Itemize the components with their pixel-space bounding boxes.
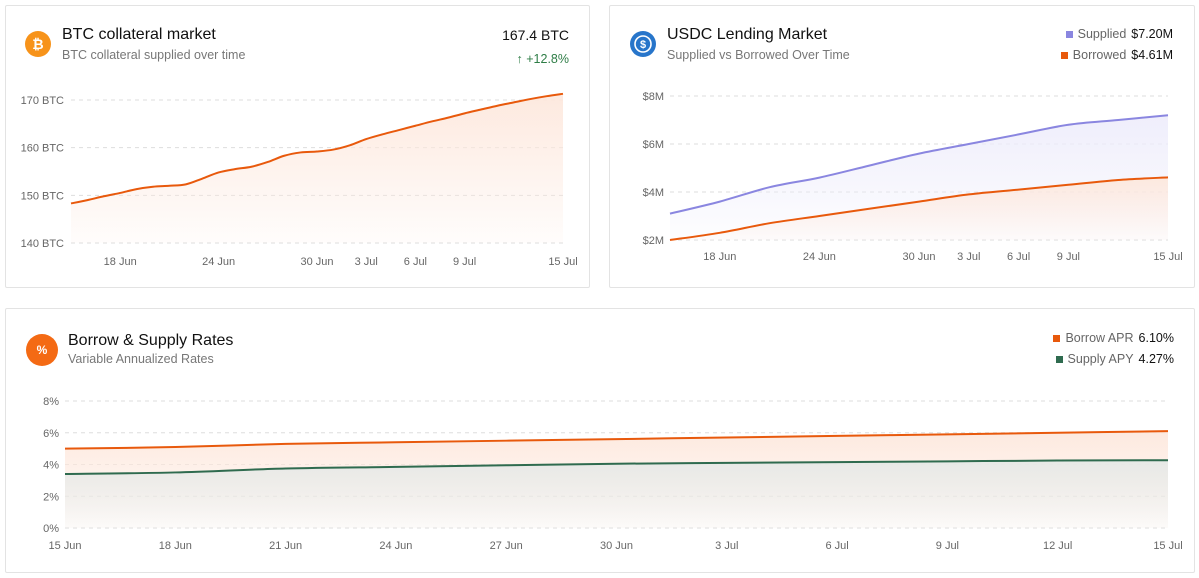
- x-tick-label: 15 Jul: [1153, 540, 1182, 552]
- bitcoin-icon: ₿: [25, 31, 51, 57]
- series-area-btc: [71, 93, 563, 243]
- series-line-borrowed: [669, 176, 1169, 241]
- legend-value: 4.27%: [1138, 352, 1174, 366]
- borrow-supply-rates-chart: 0% 2% 4% 6% 8% 15 Jun 18 Jun 21 Jun 24 Jun 27 Jun…: [43, 396, 1183, 552]
- y-tick-label: $2M: [643, 235, 664, 247]
- x-tick-label: 15 Jul: [548, 256, 577, 268]
- y-tick-label: 8%: [43, 396, 59, 408]
- y-tick-label: 160 BTC: [21, 143, 64, 155]
- svg-text:%: %: [37, 343, 48, 357]
- series-area-borrowed: [670, 177, 1168, 240]
- legend-value: 6.10%: [1138, 331, 1174, 345]
- y-tick-label: 6%: [43, 428, 59, 440]
- y-tick-label: 150 BTC: [21, 190, 64, 202]
- legend-value: $7.20M: [1131, 27, 1173, 41]
- supplied-swatch: [1065, 30, 1073, 38]
- usdc-card-title: USDC Lending Market: [667, 26, 828, 43]
- x-tick-label: 12 Jul: [1043, 540, 1072, 552]
- x-tick-label: 27 Jun: [490, 540, 523, 552]
- series-line-btc: [70, 92, 564, 205]
- x-tick-label: 24 Jun: [379, 540, 412, 552]
- borrow-supply-rates-card: % Borrow & Supply Rates Variable Annuali…: [5, 308, 1195, 573]
- legend-value: $4.61M: [1131, 48, 1173, 62]
- x-tick-label: 18 Jun: [104, 256, 137, 268]
- percent-icon: %: [26, 334, 58, 366]
- legend-supply-apy: Supply APY 4.27%: [1055, 352, 1174, 366]
- series-line-supply-apy: [64, 459, 1169, 476]
- x-tick-label: 21 Jun: [269, 540, 302, 552]
- y-tick-label: $8M: [643, 91, 664, 103]
- rates-card-subtitle: Variable Annualized Rates: [68, 352, 214, 366]
- btc-card-subtitle: BTC collateral supplied over time: [62, 48, 246, 62]
- supply-apy-swatch: [1055, 355, 1063, 363]
- btc-total-value: 167.4 BTC: [502, 27, 569, 43]
- legend-borrowed: Borrowed $4.61M: [1060, 48, 1173, 62]
- btc-collateral-card: ₿ BTC collateral market BTC collateral s…: [5, 5, 590, 288]
- y-tick-label: 4%: [43, 460, 59, 472]
- x-tick-label: 6 Jul: [825, 540, 848, 552]
- legend-label: Supplied: [1077, 27, 1127, 41]
- x-tick-label: 3 Jul: [957, 251, 980, 263]
- x-tick-label: 24 Jun: [202, 256, 235, 268]
- legend-label: Supply APY: [1067, 352, 1134, 366]
- series-area-supply-apy: [65, 460, 1168, 528]
- x-tick-label: 3 Jul: [355, 256, 378, 268]
- x-tick-label: 18 Jun: [703, 251, 736, 263]
- series-line-supplied: [669, 114, 1169, 215]
- svg-text:$: $: [640, 39, 646, 51]
- btc-card-title: BTC collateral market: [62, 26, 216, 43]
- y-tick-label: 140 BTC: [21, 238, 64, 250]
- x-tick-label: 6 Jul: [1007, 251, 1030, 263]
- usdc-lending-card: $ USDC Lending Market Supplied vs Borrow…: [609, 5, 1195, 288]
- borrow-apr-swatch: [1053, 334, 1061, 342]
- svg-text:₿: ₿: [32, 36, 43, 52]
- y-tick-label: $4M: [643, 187, 664, 199]
- legend-borrow-apr: Borrow APR 6.10%: [1053, 331, 1174, 345]
- x-tick-label: 9 Jul: [936, 540, 959, 552]
- x-tick-label: 15 Jun: [48, 540, 81, 552]
- rates-card-title: Borrow & Supply Rates: [68, 332, 234, 349]
- x-tick-label: 3 Jul: [715, 540, 738, 552]
- legend-supplied: Supplied $7.20M: [1065, 27, 1173, 41]
- y-tick-label: $6M: [643, 139, 664, 151]
- btc-collateral-chart: 140 BTC 150 BTC 160 BTC 170 BTC 18 Jun 24 Jun…: [21, 92, 578, 268]
- borrowed-swatch: [1060, 51, 1068, 59]
- y-tick-label: 170 BTC: [21, 95, 64, 107]
- x-tick-label: 24 Jun: [803, 251, 836, 263]
- x-tick-label: 18 Jun: [159, 540, 192, 552]
- x-tick-label: 9 Jul: [453, 256, 476, 268]
- x-tick-label: 30 Jun: [902, 251, 935, 263]
- y-tick-label: 2%: [43, 491, 59, 503]
- legend-label: Borrowed: [1072, 48, 1127, 62]
- x-tick-label: 15 Jul: [1153, 251, 1182, 263]
- btc-change-badge: ↑ +12.8%: [516, 52, 569, 66]
- y-tick-label: 0%: [43, 523, 59, 535]
- x-tick-label: 30 Jun: [300, 256, 333, 268]
- legend-label: Borrow APR: [1065, 331, 1134, 345]
- x-tick-label: 6 Jul: [404, 256, 427, 268]
- series-line-borrow-apr: [64, 430, 1169, 450]
- usdc-card-subtitle: Supplied vs Borrowed Over Time: [667, 48, 850, 62]
- x-tick-label: 9 Jul: [1057, 251, 1080, 263]
- usdc-lending-chart: $2M $4M $6M $8M 18 Jun 24 Jun 30 Jun 3 Jul 6 Jul…: [643, 91, 1183, 263]
- x-tick-label: 30 Jun: [600, 540, 633, 552]
- usdc-icon: $: [630, 31, 656, 57]
